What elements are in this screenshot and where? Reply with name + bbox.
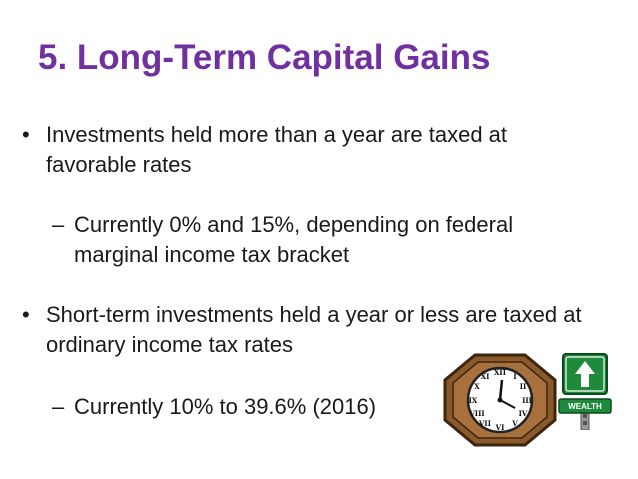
slide-title: 5. Long-Term Capital Gains <box>38 38 491 77</box>
svg-text:VI: VI <box>495 423 505 432</box>
svg-text:III: III <box>522 396 532 405</box>
sub-bullet-marker: – <box>52 212 65 237</box>
svg-text:VII: VII <box>478 419 491 428</box>
svg-text:IX: IX <box>469 396 478 405</box>
sub-bullet-text: Currently 0% and 15%, depending on feder… <box>74 212 514 267</box>
bullet-marker: • <box>22 302 30 327</box>
clock-icon: XII I II III IV V VI VII VIII IX X XI <box>443 353 557 447</box>
svg-text:IV: IV <box>519 409 528 418</box>
sub-bullet-text: Currently 10% to 39.6% (2016) <box>74 394 377 419</box>
svg-text:XI: XI <box>481 372 490 381</box>
svg-text:I: I <box>513 372 516 381</box>
svg-text:II: II <box>520 382 527 391</box>
sign-label: WEALTH <box>568 402 602 411</box>
svg-text:XII: XII <box>494 368 506 377</box>
bullet-text: Investments held more than a year are ta… <box>46 122 508 177</box>
bullet-text: Short-term investments held a year or le… <box>46 302 582 357</box>
bullet-marker: • <box>22 122 30 147</box>
sub-bullet-marker: – <box>52 394 65 419</box>
svg-text:VIII: VIII <box>468 409 484 418</box>
wealth-road-sign-icon <box>558 353 612 430</box>
svg-text:X: X <box>474 382 480 391</box>
svg-text:V: V <box>511 419 518 428</box>
